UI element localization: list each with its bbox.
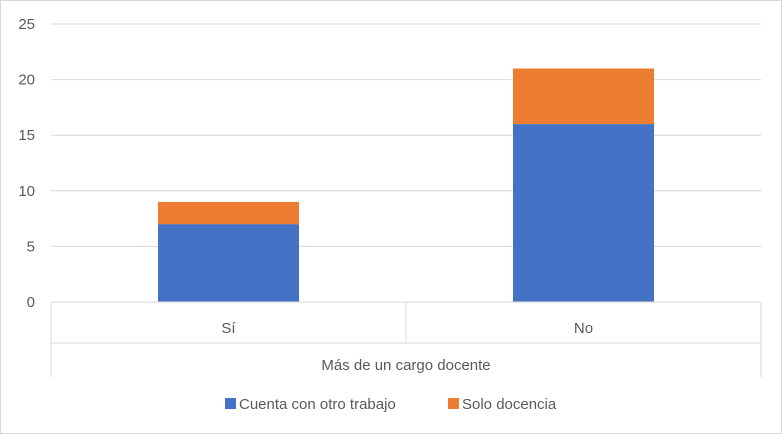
legend-label: Cuenta con otro trabajo [239, 396, 396, 413]
legend-label: Solo docencia [462, 396, 557, 413]
y-tick-label: 15 [18, 127, 35, 144]
bar-solo-docencia-0 [158, 202, 299, 224]
y-tick-label: 20 [18, 72, 35, 89]
y-tick-label: 5 [27, 238, 35, 255]
y-axis-ticks: 0 5 10 15 20 25 [18, 16, 35, 311]
bar-otro-trabajo-1 [513, 124, 654, 302]
gridlines [51, 24, 761, 246]
x-axis-group-title: Más de un cargo docente [321, 357, 490, 374]
y-tick-label: 0 [27, 294, 35, 311]
category-label: No [574, 320, 593, 337]
category-labels: Sí No [221, 320, 593, 337]
y-tick-label: 25 [18, 16, 35, 33]
bars [158, 68, 654, 302]
category-label: Sí [221, 320, 236, 337]
y-tick-label: 10 [18, 183, 35, 200]
legend: Cuenta con otro trabajo Solo docencia [225, 396, 557, 413]
legend-swatch [225, 398, 236, 409]
bar-otro-trabajo-0 [158, 224, 299, 302]
bar-solo-docencia-1 [513, 68, 654, 124]
legend-swatch [448, 398, 459, 409]
